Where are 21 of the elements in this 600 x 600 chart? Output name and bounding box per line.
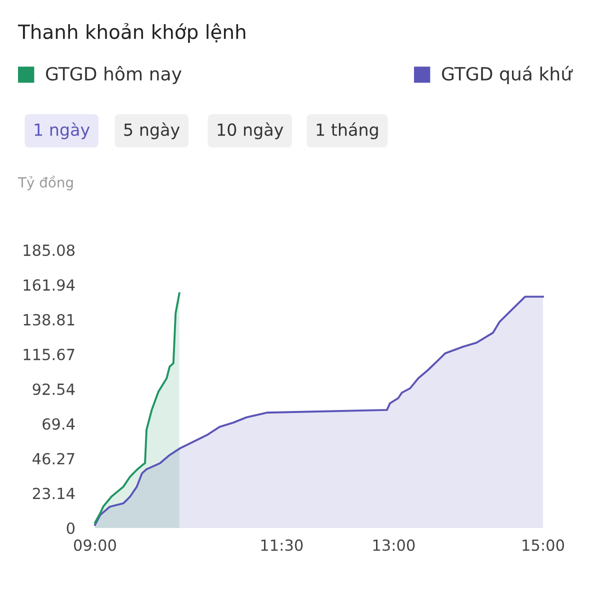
text: 1 tháng — [316, 122, 378, 140]
x-tick-label: 09:00 — [74, 539, 116, 551]
y-tick-label: 92.54 — [32, 383, 75, 396]
x-tick-label: 11:30 — [261, 539, 303, 551]
chart-title: Thanh khoản khớp lệnh — [18, 23, 246, 43]
y-tick-label: 138.81 — [24, 314, 74, 326]
y-tick-label: 161.94 — [24, 279, 75, 291]
y-tick-label: 46.27 — [32, 452, 74, 465]
legend-label: GTGD quá khứ — [442, 66, 573, 84]
y-tick-label: 0 — [66, 522, 75, 534]
x-tick-label: 13:00 — [373, 539, 415, 551]
text: 5 ngày — [124, 122, 180, 140]
y-tick-label: 185.08 — [24, 244, 74, 256]
y-tick-label: 69.4 — [42, 418, 75, 430]
y-tick-label: 115.67 — [24, 348, 74, 360]
text: 10 ngày — [218, 122, 284, 140]
text: 1 ngày — [34, 122, 90, 140]
y-tick-label: 23.14 — [32, 488, 75, 500]
y-axis-title: Tỷ đồng — [18, 176, 73, 190]
x-tick-label: 15:00 — [522, 539, 564, 551]
legend-label: GTGD hôm nay — [46, 66, 182, 84]
